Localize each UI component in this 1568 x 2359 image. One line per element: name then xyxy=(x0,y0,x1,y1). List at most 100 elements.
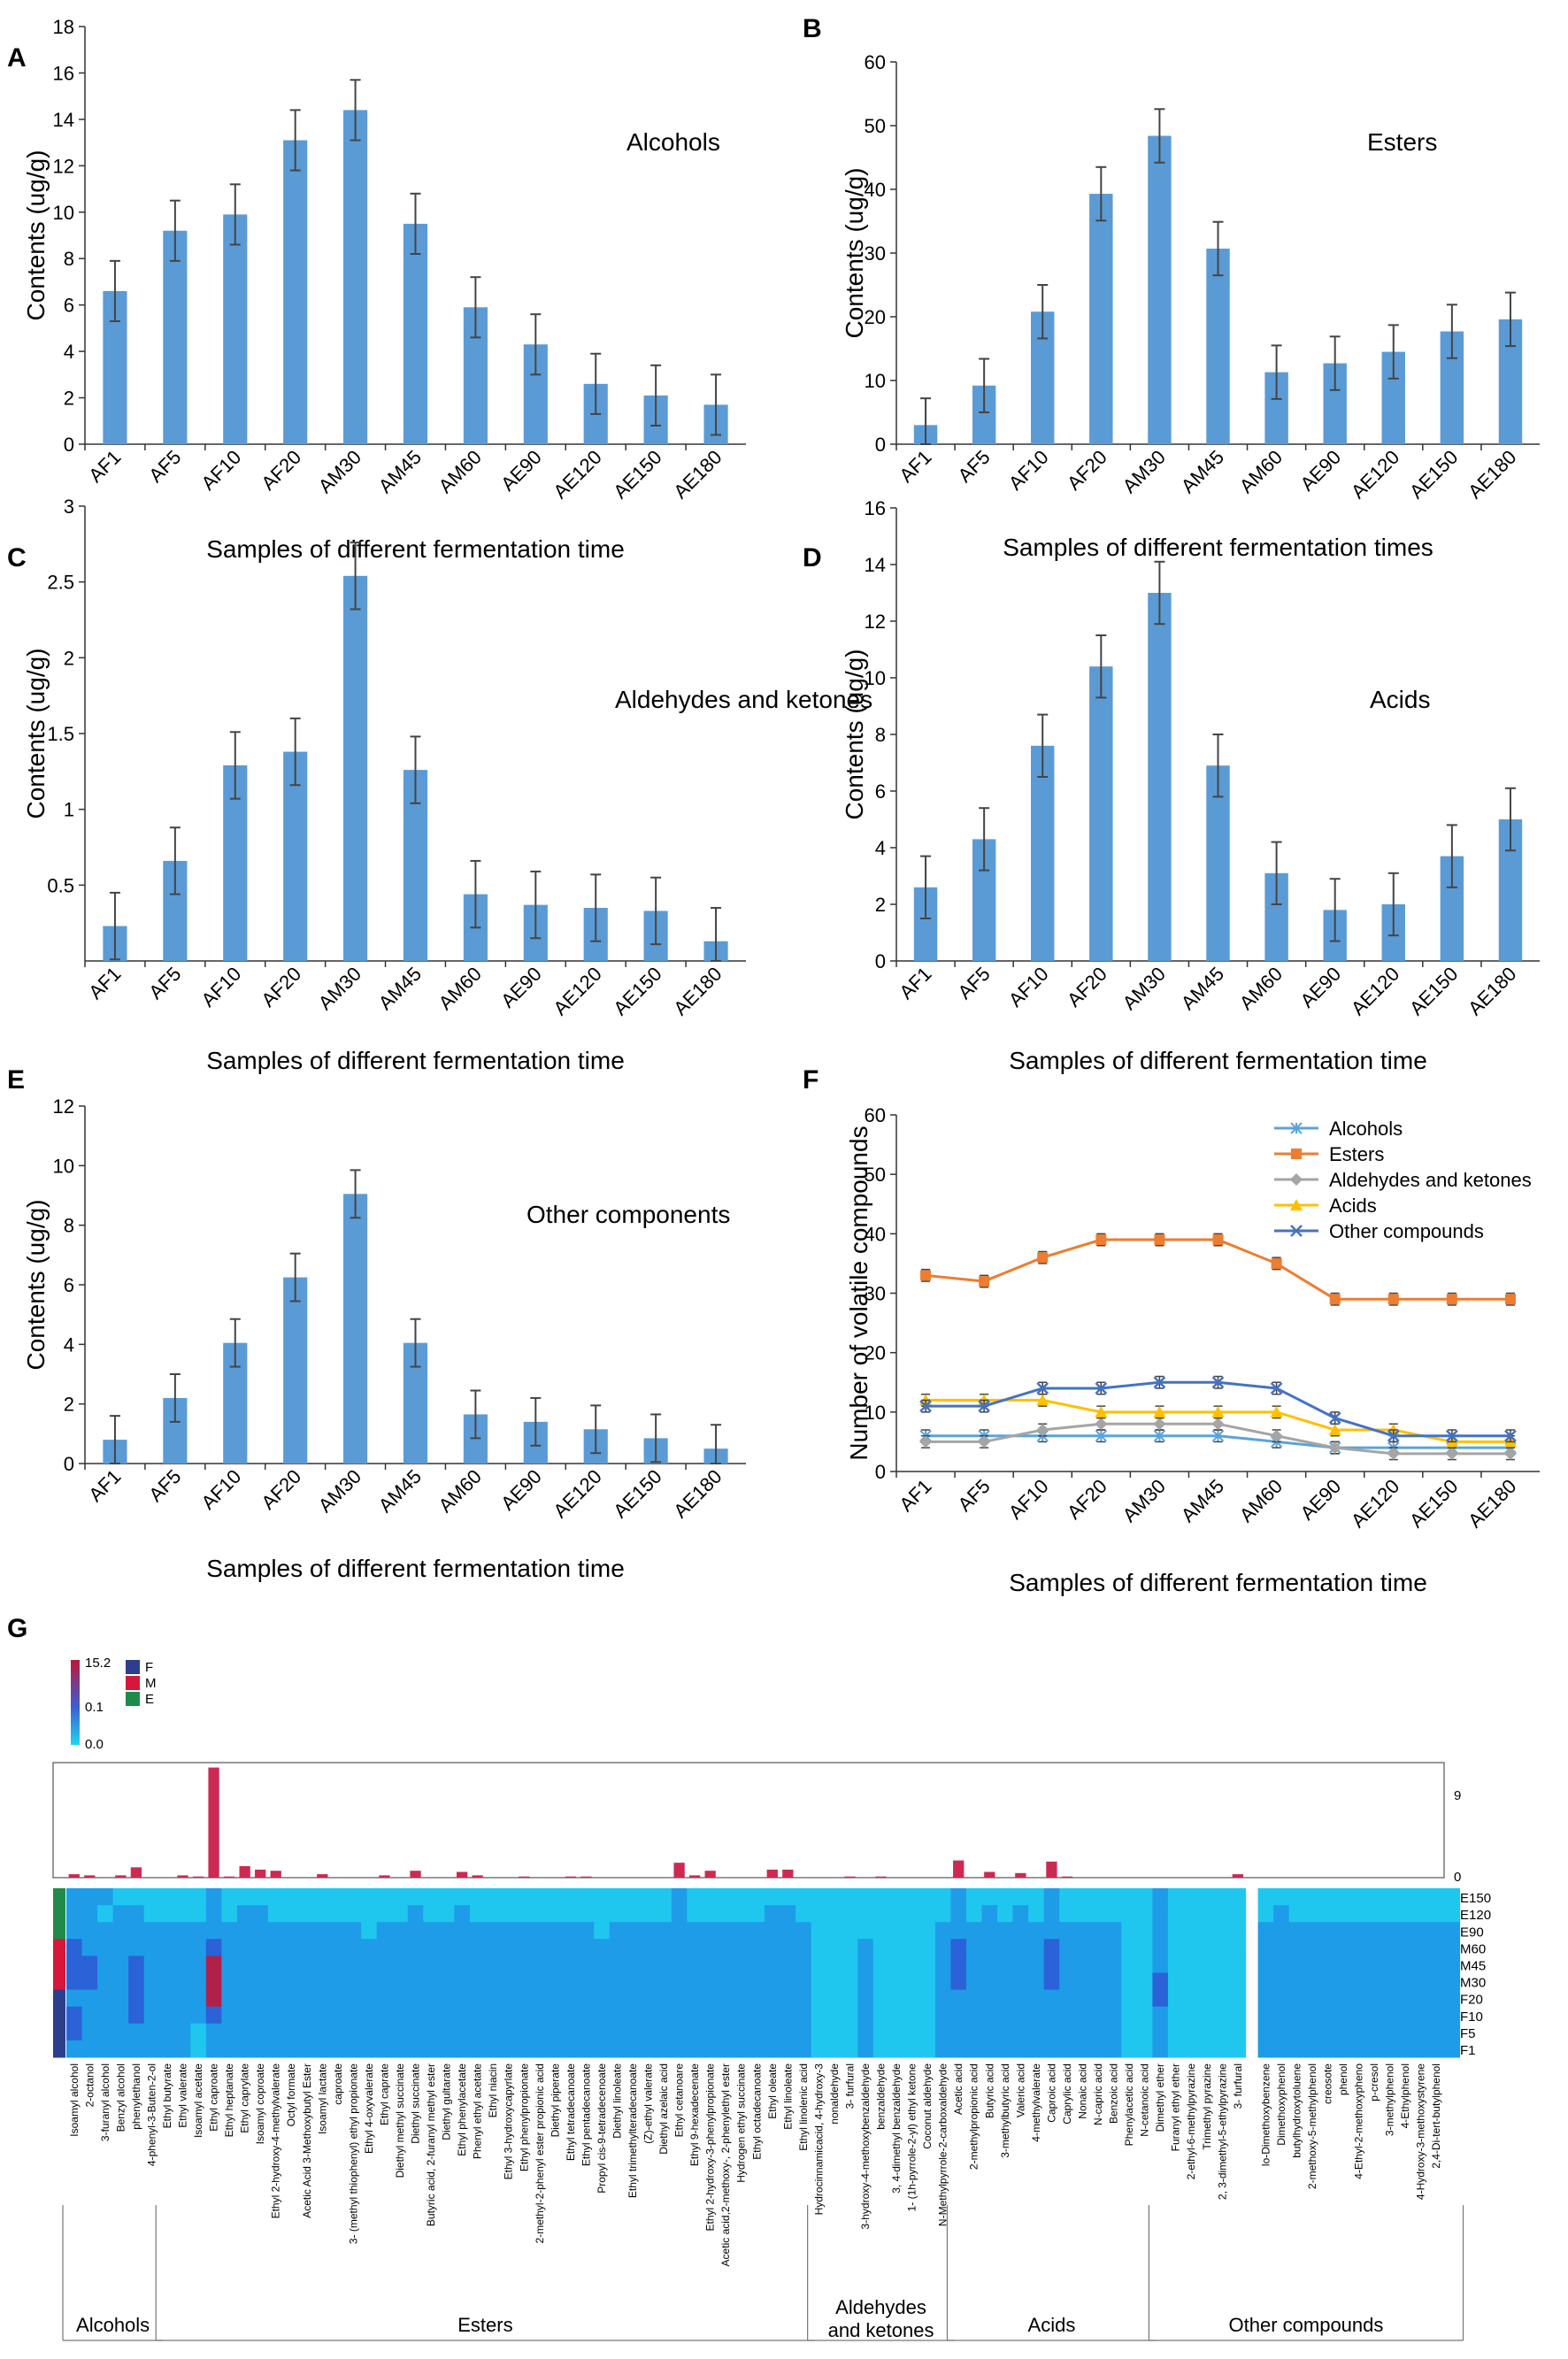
heatmap-cell xyxy=(997,2040,1014,2058)
heatmap-cell xyxy=(221,1888,238,1906)
heatmap-cell xyxy=(796,1956,812,1973)
heatmap-cell xyxy=(888,1956,905,1973)
x-tick-label: AF10 xyxy=(1004,963,1053,1011)
heatmap-cell xyxy=(221,2023,238,2041)
heatmap-cell xyxy=(221,1989,238,2008)
heatmap-cell xyxy=(765,2006,781,2025)
heatmap-cell xyxy=(1381,2006,1398,2025)
heatmap-cell xyxy=(516,1939,533,1956)
heatmap-cell xyxy=(407,1888,424,1906)
column-label: 2, 3-dimethyl-5-ethylpyrazine xyxy=(1216,2063,1228,2200)
heatmap-cell xyxy=(1074,2023,1091,2041)
heatmap-cell xyxy=(1136,2006,1153,2025)
column-label: Phenyl ethyl acetate xyxy=(472,2063,484,2159)
heatmap-cell xyxy=(749,2006,765,2025)
heatmap-cell xyxy=(1335,2040,1352,2058)
heatmap-cell xyxy=(1012,2006,1029,2025)
point-AF5 xyxy=(979,1276,990,1287)
heatmap-cell xyxy=(1444,1989,1461,2008)
x-tick-label: AF10 xyxy=(196,1465,245,1514)
heatmap-cell xyxy=(392,1922,409,1940)
error-bar-AF5 xyxy=(169,826,181,895)
y-tick-label: 0.5 xyxy=(47,874,74,896)
heatmap-cell xyxy=(469,2006,486,2025)
y-tick-label: 12 xyxy=(53,155,74,177)
heatmap-cell xyxy=(1444,1888,1461,1906)
heatmap-cell xyxy=(283,2023,300,2041)
heatmap-cell xyxy=(1273,1972,1290,1991)
heatmap-cell xyxy=(1059,1888,1076,1906)
heatmap-cell xyxy=(97,1888,114,1906)
heatmap-cell xyxy=(361,2023,378,2041)
heatmap-cell xyxy=(609,2023,626,2041)
heatmap-cell xyxy=(640,1989,657,2008)
y-tick-label: 2 xyxy=(64,647,74,669)
colorbar-label: 15.2 xyxy=(85,1656,111,1671)
heatmap-cell xyxy=(919,1922,936,1940)
heatmap-cell xyxy=(965,1922,983,1940)
column-label: 4-Ethyl-2-methoxypheno xyxy=(1353,2063,1365,2179)
heatmap-cell xyxy=(407,2023,424,2041)
heatmap-cell xyxy=(656,1905,673,1923)
heatmap-cell xyxy=(842,2040,858,2058)
column-label: Hydrocinnamicacid, 4-hydroxy-3 xyxy=(812,2063,825,2216)
heatmap-cell xyxy=(81,2023,98,2041)
heatmap-cell xyxy=(671,2006,688,2025)
heatmap-cell xyxy=(1444,1939,1461,1956)
legend-label: Other compounds xyxy=(1329,1220,1484,1242)
heatmap-cell xyxy=(454,2023,471,2041)
heatmap-cell xyxy=(1381,1922,1398,1940)
point-AE90 xyxy=(1328,1441,1341,1455)
column-label: (Z)-ethyl valerate xyxy=(642,2063,655,2144)
error-bar-AE150 xyxy=(650,364,662,427)
heatmap-cell xyxy=(1444,1905,1461,1923)
x-tick-label: AE180 xyxy=(669,963,726,1019)
heatmap-cell xyxy=(252,1956,269,1973)
heatmap-cell xyxy=(1198,1972,1216,1991)
x-tick-label: AM30 xyxy=(1118,963,1170,1014)
heatmap-cell xyxy=(469,2023,486,2041)
heatmap-cell xyxy=(392,1972,409,1991)
heatmap-cell xyxy=(594,2023,611,2041)
heatmap-cell xyxy=(516,1972,533,1991)
heatmap-cell xyxy=(112,1922,129,1940)
heatmap-cell xyxy=(128,1888,145,1906)
x-axis-label: Samples of different fermentation time xyxy=(206,1047,625,1074)
heatmap-cell xyxy=(267,2040,284,2058)
heatmap-cell xyxy=(671,1939,688,1956)
heatmap-cell xyxy=(81,2006,98,2025)
heatmap-cell xyxy=(1350,1972,1367,1991)
heatmap-cell xyxy=(671,1905,688,1923)
heatmap-cell xyxy=(500,1922,517,1940)
heatmap-cell xyxy=(112,1972,129,1991)
group-label-line: and ketones xyxy=(828,2319,934,2341)
heatmap-cell xyxy=(656,1922,673,1940)
heatmap-cell xyxy=(1428,1905,1445,1923)
heatmap-cell xyxy=(66,1922,83,1940)
heatmap-cell xyxy=(221,1905,238,1923)
heatmap-cell xyxy=(1152,2040,1169,2058)
x-axis-label: Samples of different fermentation time xyxy=(206,535,625,563)
heatmap-cell xyxy=(1167,1972,1184,1991)
heatmap-cell xyxy=(500,1956,517,1973)
colorbar-label: 0.1 xyxy=(85,1700,104,1715)
heatmap-cell xyxy=(1428,1922,1445,1940)
heatmap-cell xyxy=(174,1888,191,1906)
heatmap-cell xyxy=(112,2006,129,2025)
heatmap-cell xyxy=(1304,1956,1321,1973)
heatmap-cell xyxy=(547,1989,564,2008)
y-tick-label: 10 xyxy=(53,1155,74,1177)
x-tick-label: AM45 xyxy=(1177,446,1228,497)
heatmap-cell xyxy=(97,1939,114,1956)
column-label: 3, 4-dimethyl benzaldehyde xyxy=(890,2063,903,2194)
heatmap-cell xyxy=(718,2006,734,2025)
heatmap-cell xyxy=(532,1888,549,1906)
heatmap-cell xyxy=(1257,1888,1274,1906)
heatmap-cell xyxy=(903,2040,920,2058)
heatmap-cell xyxy=(1428,2040,1445,2058)
x-tick-label: AM60 xyxy=(1235,1475,1287,1526)
heatmap-cell xyxy=(485,1905,502,1923)
heatmap-cell xyxy=(718,2023,734,2041)
heatmap-cell xyxy=(376,1905,393,1923)
heatmap-cell xyxy=(997,1905,1014,1923)
